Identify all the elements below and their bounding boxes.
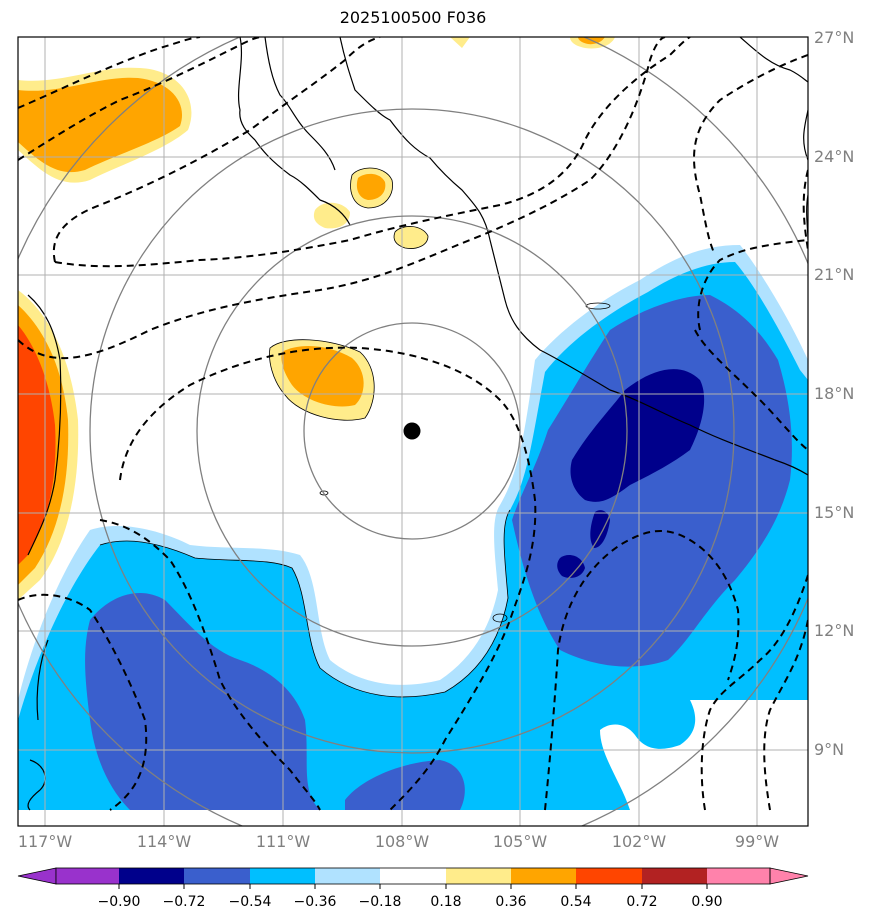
- lon-label: 114°W: [136, 832, 192, 851]
- positive-anomaly-islands: [269, 37, 615, 421]
- lat-label: 24°N: [814, 147, 855, 166]
- map-title: 2025100500 F036: [339, 8, 487, 27]
- lat-label: 18°N: [814, 384, 855, 403]
- lat-label: 27°N: [814, 28, 855, 47]
- range-rings: [18, 37, 808, 826]
- colorbar-bin: [315, 868, 380, 884]
- range-ring-second: [196, 215, 628, 647]
- colorbar-tick-label: 0.72: [626, 894, 658, 910]
- dashed-contours: [18, 37, 808, 811]
- colorbar-extend-low: [17, 867, 57, 885]
- lon-label: 108°W: [374, 832, 430, 851]
- colorbar-tick-label: −0.36: [293, 894, 337, 910]
- colorbar-bin: [184, 868, 250, 884]
- colorbar-tick-label: 0.18: [430, 894, 462, 910]
- colorbar-tick-label: −0.90: [97, 894, 141, 910]
- colorbar-bin: [707, 868, 770, 884]
- negative-anomaly-south: [18, 245, 808, 810]
- colorbar-bin: [119, 868, 184, 884]
- colorbar-bin: [56, 868, 119, 884]
- colorbar-tick-label: −0.54: [228, 894, 272, 910]
- colorbar-extend-high: [769, 867, 809, 885]
- colorbar-bin: [446, 868, 511, 884]
- map-frame: [17, 36, 809, 827]
- lat-label: 15°N: [814, 503, 855, 522]
- positive-anomaly-northwest: [18, 67, 192, 183]
- gridlines: [18, 37, 808, 826]
- colorbar-tick-label: −0.18: [358, 894, 402, 910]
- storm-center-marker: [403, 422, 421, 440]
- colorbar-tick-label: 0.54: [560, 894, 592, 910]
- lon-label: 99°W: [734, 832, 780, 851]
- positive-anomaly-west: [18, 290, 79, 600]
- colorbar-tick-label: 0.90: [691, 894, 723, 910]
- field-outlines: [99, 167, 611, 698]
- lon-label: 111°W: [255, 832, 311, 851]
- lon-label: 105°W: [492, 832, 548, 851]
- colorbar-bin: [576, 868, 642, 884]
- lat-label: 12°N: [814, 621, 855, 640]
- range-ring-inner: [303, 322, 521, 540]
- colorbar-bin: [642, 868, 707, 884]
- colorbar-tick-label: 0.36: [495, 894, 527, 910]
- lon-label: 102°W: [611, 832, 667, 851]
- colorbar-bin: [380, 868, 446, 884]
- colorbar-bin: [511, 868, 576, 884]
- lat-label: 9°N: [814, 740, 845, 759]
- range-ring-third: [89, 108, 735, 754]
- lat-label: 21°N: [814, 265, 855, 284]
- colorbar-bin: [250, 868, 315, 884]
- colorbar: [17, 867, 809, 889]
- lon-label: 117°W: [17, 832, 73, 851]
- colorbar-tick-label: −0.72: [162, 894, 206, 910]
